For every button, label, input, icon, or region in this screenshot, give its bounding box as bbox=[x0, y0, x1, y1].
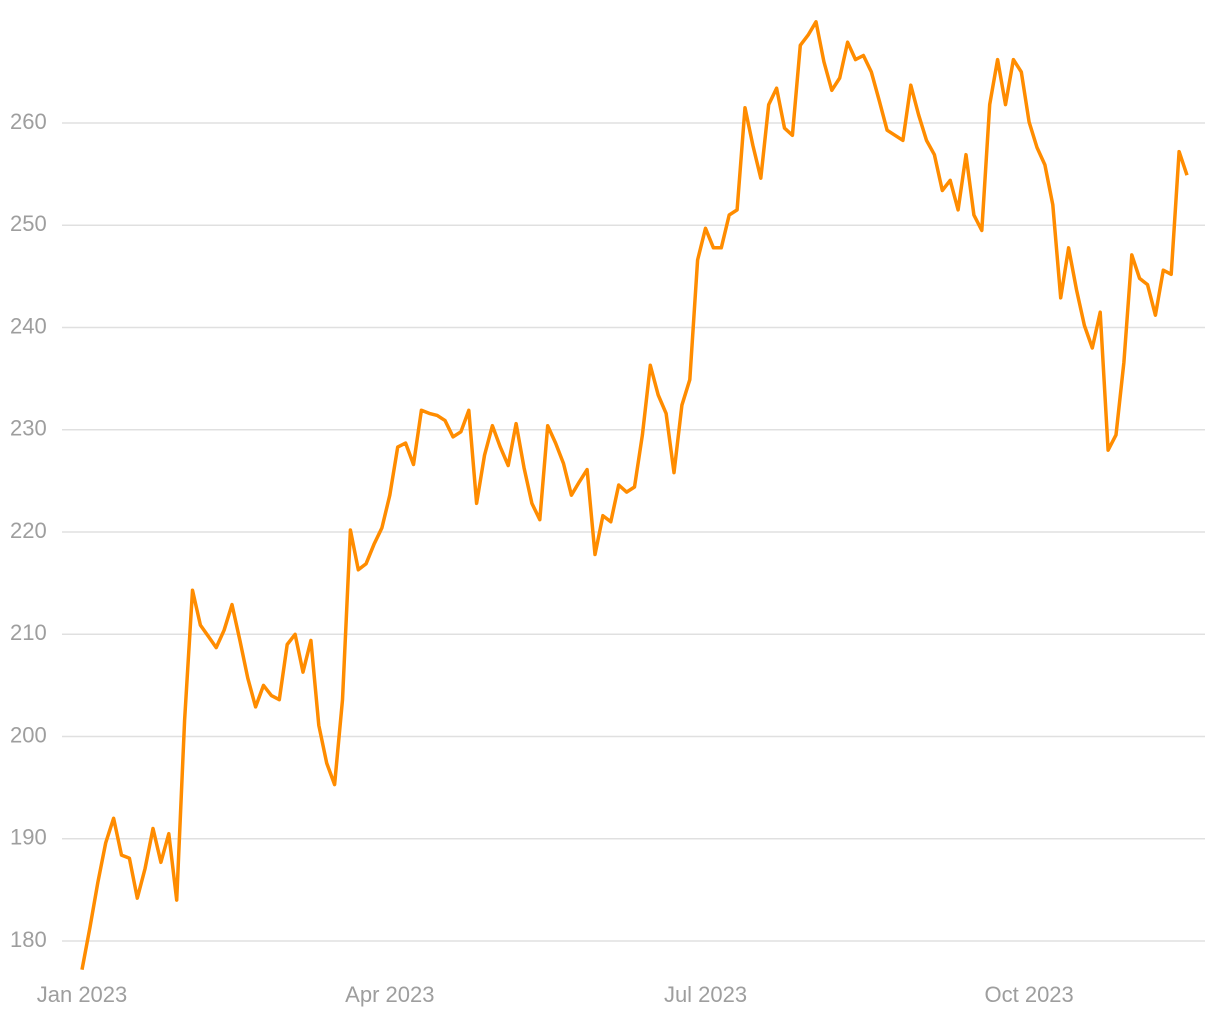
y-tick-label: 260 bbox=[10, 109, 47, 134]
x-tick-label: Oct 2023 bbox=[985, 982, 1074, 1007]
y-tick-label: 180 bbox=[10, 927, 47, 952]
y-tick-label: 220 bbox=[10, 518, 47, 543]
y-tick-label: 200 bbox=[10, 722, 47, 747]
y-tick-label: 210 bbox=[10, 620, 47, 645]
y-tick-label: 230 bbox=[10, 416, 47, 441]
x-tick-label: Apr 2023 bbox=[345, 982, 434, 1007]
y-tick-label: 250 bbox=[10, 211, 47, 236]
line bbox=[80, 20, 1189, 971]
y-tick-label: 240 bbox=[10, 313, 47, 338]
y-tick-label: 190 bbox=[10, 825, 47, 850]
x-tick-label: Jan 2023 bbox=[37, 982, 128, 1007]
x-tick-label: Jul 2023 bbox=[664, 982, 747, 1007]
